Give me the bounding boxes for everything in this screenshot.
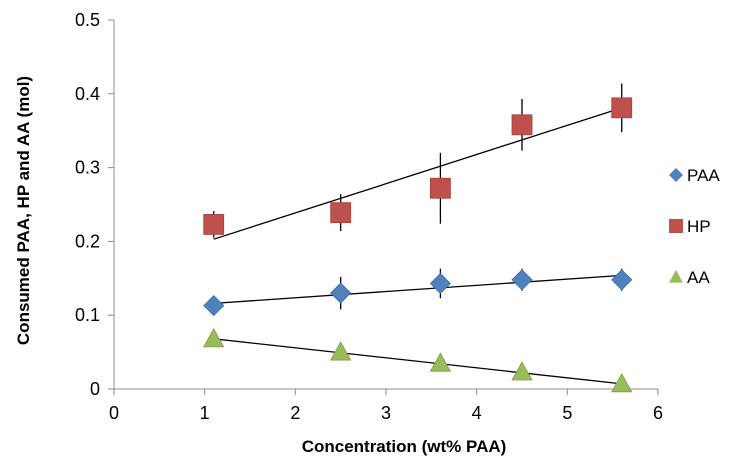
legend-item-paa: PAA [669, 166, 720, 185]
hp-point [611, 97, 633, 119]
y-axis-ticks: 0 0.1 0.2 0.3 0.4 0.5 [75, 10, 114, 399]
aa-point [511, 361, 533, 381]
hp-point [429, 177, 451, 199]
x-axis-title: Concentration (wt% PAA) [302, 437, 507, 456]
data-markers [203, 97, 633, 393]
legend: PAA HP AA [669, 166, 720, 287]
trendlines [213, 107, 622, 385]
hp-point [511, 114, 533, 136]
aa-point [611, 373, 633, 393]
x-tick-label: 5 [562, 403, 572, 423]
y-tick-label: 0.4 [75, 84, 100, 104]
x-tick-label: 6 [653, 403, 663, 423]
x-tick-label: 2 [290, 403, 300, 423]
paa-point [511, 269, 533, 291]
legend-marker-hp [669, 219, 683, 233]
aa-point [329, 341, 352, 361]
aa-trendline [213, 338, 622, 385]
paa-point [330, 282, 352, 304]
paa-point [611, 269, 633, 291]
y-tick-label: 0.2 [75, 231, 100, 251]
y-tick-label: 0 [90, 379, 100, 399]
hp-point [203, 214, 225, 235]
aa-point [429, 352, 452, 372]
legend-label-paa: PAA [687, 166, 720, 185]
hp-trendline [213, 107, 622, 240]
paa-point [429, 272, 451, 295]
y-tick-label: 0.1 [75, 305, 100, 325]
x-tick-label: 0 [109, 403, 119, 423]
y-tick-label: 0.5 [75, 10, 100, 30]
error-bars [213, 83, 623, 387]
axes: 0 0.1 0.2 0.3 0.4 0.5 0 1 2 3 4 5 6 [75, 10, 663, 423]
aa-point [203, 327, 225, 348]
legend-label-hp: HP [687, 217, 711, 236]
paa-point [203, 295, 225, 317]
legend-item-aa: AA [669, 268, 710, 287]
paa-trendline [213, 274, 622, 305]
x-tick-label: 4 [472, 403, 482, 423]
hp-point [330, 202, 352, 224]
x-tick-label: 3 [381, 403, 391, 423]
y-tick-label: 0.3 [75, 158, 100, 178]
legend-item-hp: HP [669, 217, 711, 236]
x-axis-ticks: 0 1 2 3 4 5 6 [109, 389, 663, 423]
y-axis-title: Consumed PAA, HP and AA (mol) [14, 76, 33, 345]
legend-marker-aa [669, 270, 683, 283]
legend-label-aa: AA [687, 268, 710, 287]
legend-marker-paa [669, 168, 683, 182]
x-tick-label: 1 [200, 403, 210, 423]
